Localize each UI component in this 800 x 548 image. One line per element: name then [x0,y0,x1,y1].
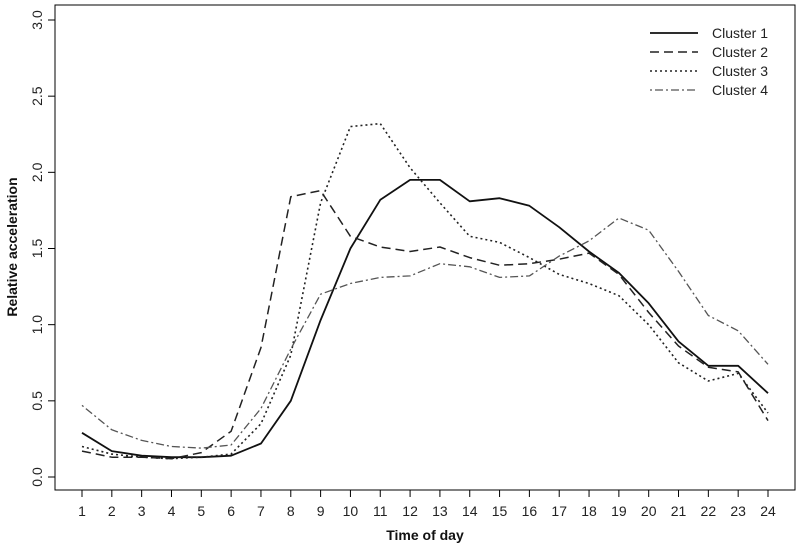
x-tick-label: 13 [432,503,448,519]
x-tick-label: 14 [462,503,478,519]
x-tick-label: 17 [551,503,567,519]
y-tick-label: 3.0 [29,10,45,30]
x-tick-label: 12 [402,503,418,519]
x-axis: 1 2 3 4 5 6 7 8 9 10 11 12 13 14 15 16 17 18 19 20 21 22 23 24 [78,490,776,519]
legend: Cluster 1 Cluster 2 Cluster 3 Cluster 4 [650,25,768,98]
x-tick-label: 8 [287,503,295,519]
x-tick-label: 24 [760,503,776,519]
legend-label-cluster-4: Cluster 4 [712,82,768,98]
x-tick-label: 7 [257,503,265,519]
y-tick-label: 2.0 [29,162,45,182]
x-tick-label: 1 [78,503,86,519]
y-tick-label: 0.0 [29,467,45,487]
y-tick-label: 1.5 [29,239,45,259]
x-tick-label: 18 [581,503,597,519]
x-tick-label: 2 [108,503,116,519]
series-line-cluster-4 [81,217,769,449]
y-tick-label: 1.0 [29,315,45,335]
x-tick-label: 22 [701,503,717,519]
x-tick-label: 5 [197,503,205,519]
x-tick-label: 19 [611,503,627,519]
x-tick-label: 3 [138,503,146,519]
x-tick-label: 4 [168,503,176,519]
legend-label-cluster-1: Cluster 1 [712,25,768,41]
x-tick-label: 23 [730,503,746,519]
x-tick-label: 9 [317,503,325,519]
series-line-cluster-3 [81,122,769,460]
series-lines [81,122,769,460]
y-axis-title: Relative acceleration [4,177,20,316]
x-tick-label: 20 [641,503,657,519]
x-tick-label: 11 [373,503,388,519]
legend-label-cluster-3: Cluster 3 [712,63,768,79]
x-tick-label: 21 [671,503,687,519]
legend-label-cluster-2: Cluster 2 [712,44,768,60]
plot-frame [54,4,796,491]
series-line-cluster-1 [81,178,769,459]
x-axis-title: Time of day [386,527,464,543]
y-tick-label: 2.5 [29,86,45,106]
y-tick-label: 0.5 [29,391,45,411]
y-axis: 0.0 0.5 1.0 1.5 2.0 2.5 3.0 [29,10,55,487]
x-tick-label: 6 [227,503,235,519]
x-tick-label: 10 [343,503,359,519]
series-line-cluster-2 [81,189,769,460]
x-tick-label: 16 [522,503,538,519]
x-tick-label: 15 [492,503,508,519]
